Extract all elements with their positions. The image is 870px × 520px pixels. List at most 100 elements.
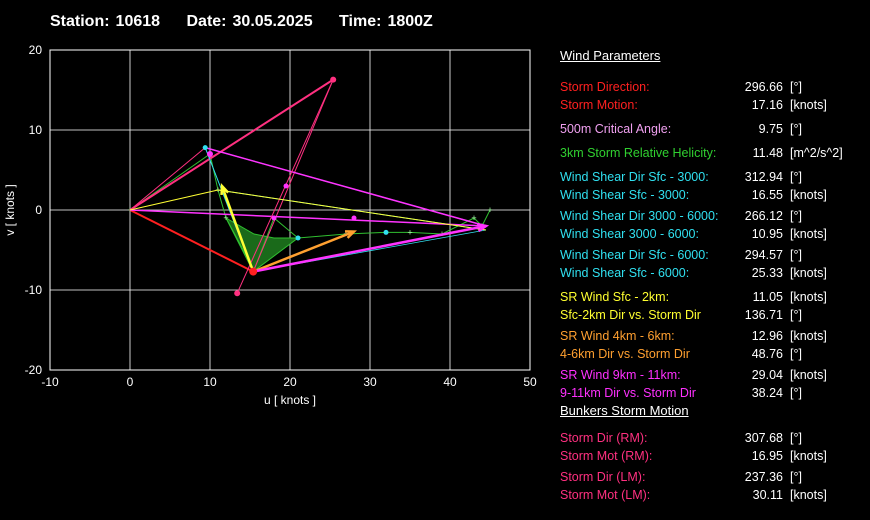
- wind-param-row: Wind Shear Sfc - 6000: 25.33 [knots]: [560, 266, 865, 284]
- wind-param-unit: [knots]: [790, 188, 827, 202]
- x-tick-label: -10: [41, 375, 59, 389]
- y-tick-label: -20: [25, 363, 43, 377]
- sfc-6000-line: [129, 209, 487, 227]
- wind-param-label: Wind Shear Sfc - 3000:: [560, 188, 690, 202]
- cyan-point: [295, 235, 301, 241]
- wind-param-label: 9-11km Dir vs. Storm Dir: [560, 386, 696, 400]
- wind-param-label: Wind Shear Sfc - 6000:: [560, 266, 690, 280]
- wind-param-row: SR Wind 9km - 11km: 29.04 [knots]: [560, 368, 865, 386]
- wind-param-row: 4-6km Dir vs. Storm Dir 48.76 [°]: [560, 347, 865, 365]
- bunkers-param-value: 237.36: [744, 470, 783, 484]
- bunkers-param-label: Storm Mot (LM):: [560, 488, 651, 502]
- wind-param-unit: [°]: [790, 347, 802, 361]
- cyan-point: [383, 229, 389, 235]
- wind-param-value: 10.95: [751, 227, 783, 241]
- wind-param-unit: [°]: [790, 209, 802, 223]
- wind-param-label: Sfc-2km Dir vs. Storm Dir: [560, 308, 701, 322]
- bunkers-param-value: 16.95: [751, 449, 783, 463]
- x-axis-label: u [ knots ]: [264, 393, 316, 407]
- wind-param-value: 12.96: [751, 329, 783, 343]
- wind-param-unit: [m^2/s^2]: [790, 146, 843, 160]
- wind-param-unit: [knots]: [790, 329, 827, 343]
- wind-param-value: 312.94: [744, 170, 783, 184]
- wind-param-row: Wind Shear Dir Sfc - 3000: 312.94 [°]: [560, 170, 865, 188]
- y-tick-label: -10: [25, 283, 43, 297]
- yellow-shear-line: [217, 189, 487, 231]
- hodograph-top-point: [207, 151, 213, 157]
- sr-wind-arrowhead: [220, 182, 230, 196]
- storm-motion-point: [249, 267, 258, 276]
- bunkers-param-unit: [knots]: [790, 449, 827, 463]
- bunkers-storm-motion-title: Bunkers Storm Motion: [560, 403, 689, 418]
- wind-param-row: Wind Shear Sfc - 3000: 16.55 [knots]: [560, 188, 865, 206]
- wind-param-label: 500m Critical Angle:: [560, 122, 672, 136]
- wind-param-value: 16.55: [751, 188, 783, 202]
- bunkers-param-unit: [knots]: [790, 488, 827, 502]
- wind-param-unit: [knots]: [790, 368, 827, 382]
- wind-param-label: Wind Shear Dir 3000 - 6000:: [560, 209, 719, 223]
- y-axis-label: v [ knots ]: [3, 184, 17, 235]
- sounding-header: Station: 10618 Date: 30.05.2025 Time: 1800Z: [50, 13, 455, 31]
- hodograph-level-marker: +: [223, 213, 228, 223]
- wind-param-unit: [°]: [790, 170, 802, 184]
- x-tick-label: 50: [523, 375, 537, 389]
- wind-param-label: Storm Direction:: [560, 80, 650, 94]
- wind-param-value: 266.12: [744, 209, 783, 223]
- hodograph-level-marker: +: [471, 213, 476, 223]
- bunkers-lm-point: [330, 76, 337, 83]
- mean-wind-line: [129, 147, 206, 211]
- bunkers-param-value: 307.68: [744, 431, 783, 445]
- wind-parameters-title: Wind Parameters: [560, 48, 661, 63]
- bunkers-param-row: Storm Mot (RM): 16.95 [knots]: [560, 449, 865, 467]
- x-tick-label: 20: [283, 375, 297, 389]
- bunkers-param-row: Storm Dir (RM): 307.68 [°]: [560, 431, 865, 449]
- wind-param-label: 3km Storm Relative Helicity:: [560, 146, 717, 160]
- wind-param-label: SR Wind 9km - 11km:: [560, 368, 681, 382]
- bunkers-param-value: 30.11: [752, 488, 783, 502]
- wind-param-value: 29.04: [751, 368, 783, 382]
- wind-param-value: 296.66: [744, 80, 783, 94]
- bunkers-param-row: Storm Mot (LM): 30.11 [knots]: [560, 488, 865, 506]
- pink-point: [351, 215, 357, 221]
- wind-param-value: 11.05: [752, 290, 783, 304]
- wind-param-unit: [knots]: [790, 98, 827, 112]
- bunkers-param-unit: [°]: [790, 431, 802, 445]
- wind-param-label: 4-6km Dir vs. Storm Dir: [560, 347, 690, 361]
- wind-param-row: SR Wind 4km - 6km: 12.96 [knots]: [560, 329, 865, 347]
- wind-param-unit: [°]: [790, 248, 802, 262]
- hodograph-level-marker: +: [487, 205, 492, 215]
- wind-param-value: 38.24: [751, 386, 783, 400]
- wind-param-unit: [knots]: [790, 290, 827, 304]
- wind-param-unit: [°]: [790, 80, 802, 94]
- wind-param-unit: [°]: [790, 386, 802, 400]
- x-tick-label: 30: [363, 375, 377, 389]
- y-tick-label: 10: [29, 123, 43, 137]
- pink-point: [271, 215, 277, 221]
- shear-sfc-6000-line: [204, 146, 487, 227]
- y-tick-label: 0: [35, 203, 42, 217]
- bunkers-param-unit: [°]: [790, 470, 802, 484]
- wind-param-value: 17.16: [751, 98, 783, 112]
- wind-param-label: Wind Shear 3000 - 6000:: [560, 227, 699, 241]
- wind-param-row: SR Wind Sfc - 2km: 11.05 [knots]: [560, 290, 865, 308]
- bunkers-param-row: Storm Dir (LM): 237.36 [°]: [560, 470, 865, 488]
- wind-param-row: Wind Shear Dir 3000 - 6000: 266.12 [°]: [560, 209, 865, 227]
- sr-wind-vector: [252, 224, 487, 273]
- x-tick-label: 40: [443, 375, 457, 389]
- wind-param-label: Wind Shear Dir Sfc - 6000:: [560, 248, 709, 262]
- wind-param-value: 9.75: [758, 122, 783, 136]
- wind-param-value: 136.71: [744, 308, 783, 322]
- wind-param-row: 500m Critical Angle: 9.75 [°]: [560, 122, 865, 140]
- wind-param-unit: [knots]: [790, 266, 827, 280]
- bunkers-param-label: Storm Dir (RM):: [560, 431, 648, 445]
- station-id: 10618: [115, 13, 161, 30]
- hodograph-level-marker: +: [407, 227, 412, 237]
- sr-wind-vector: [220, 185, 255, 273]
- station-label: Station:: [50, 13, 110, 30]
- wind-param-unit: [knots]: [790, 227, 827, 241]
- bunkers-param-label: Storm Dir (LM):: [560, 470, 646, 484]
- sr-wind-arrowhead: [344, 230, 357, 239]
- wind-param-unit: [°]: [790, 308, 802, 322]
- bunkers-lm-line: [129, 78, 334, 211]
